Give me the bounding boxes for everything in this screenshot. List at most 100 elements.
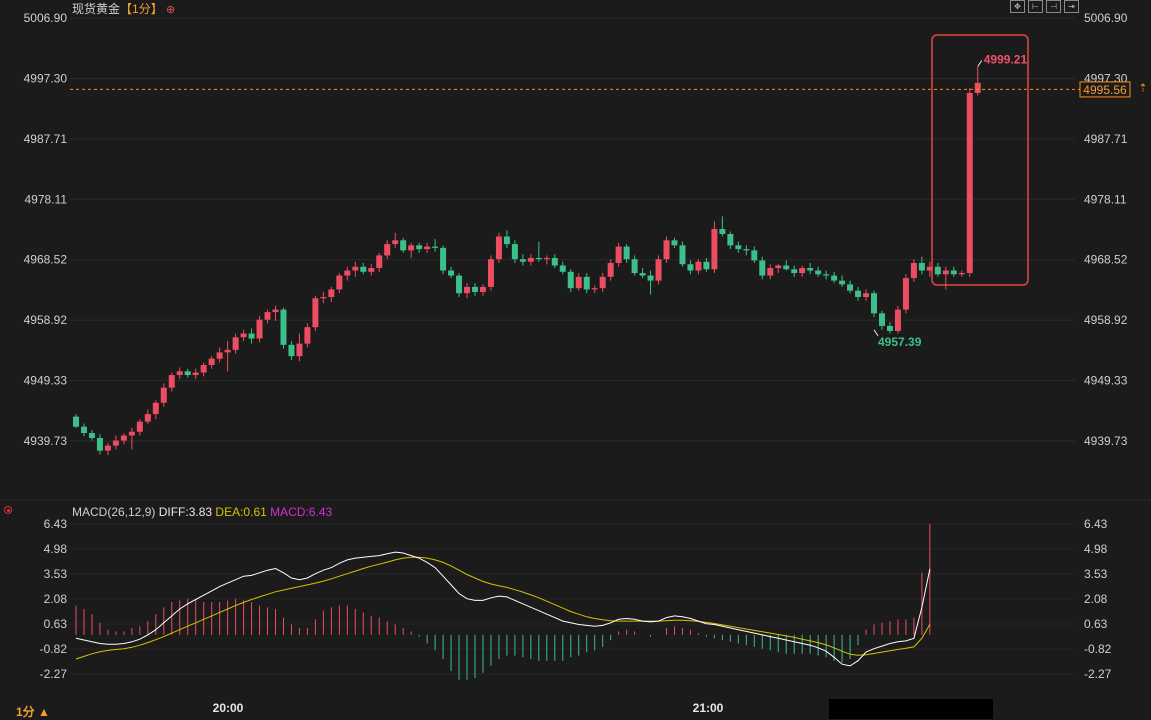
candle-body [839, 280, 846, 285]
candle-body [200, 364, 207, 373]
candle-body [591, 288, 598, 290]
candle-body [296, 343, 303, 357]
candle-body [735, 245, 742, 250]
zoom-in-icon[interactable]: ⊢ [1028, 0, 1043, 13]
time-label: 21:00 [693, 701, 724, 715]
candle-body [328, 289, 335, 297]
circle-plus-icon[interactable]: ⊕ [166, 4, 176, 16]
candle-body [791, 269, 798, 274]
candle-body [958, 273, 965, 275]
candle-body [152, 402, 159, 415]
candle-body [240, 333, 247, 338]
price-tick-right: 4949.33 [1084, 374, 1128, 388]
candle-body [551, 257, 558, 266]
candle-body [320, 296, 327, 299]
candle-body [176, 371, 183, 376]
high-price-label: 4999.21 [984, 52, 1028, 66]
candle-body [495, 236, 502, 260]
candle-body [344, 270, 351, 276]
price-tick-left: 4997.30 [24, 71, 68, 85]
price-tick-right: 4987.71 [1084, 132, 1128, 146]
candle-body [663, 240, 670, 260]
candle-body [631, 259, 638, 274]
candle-body [256, 319, 263, 339]
candle-body [950, 270, 957, 275]
macd-tick-left: 3.53 [44, 567, 68, 581]
candle-body [599, 276, 606, 289]
candle-body [615, 246, 622, 263]
candle-body [272, 309, 279, 313]
macd-tick-right: -2.27 [1084, 667, 1112, 681]
candle-body [719, 228, 726, 235]
zoom-out-icon[interactable]: ⊣ [1046, 0, 1061, 13]
candle-body [448, 270, 455, 276]
price-tick-left: 5006.90 [24, 11, 68, 25]
chart-header: 现货黄金【1分】 ⊕ [72, 0, 175, 17]
candle-body [695, 261, 702, 271]
candle-body [918, 262, 925, 271]
candle-body [224, 349, 231, 353]
high-marker-pointer [977, 60, 983, 67]
candle-body [208, 358, 215, 365]
candle-body [128, 431, 135, 436]
candle-body [472, 286, 478, 292]
last-price-tag [1079, 81, 1131, 98]
candle-body [144, 414, 151, 422]
candle-body [871, 293, 877, 314]
macd-tick-left: 0.63 [44, 617, 68, 631]
highlight-box [931, 34, 1029, 286]
macd-tick-left: 4.98 [44, 542, 68, 556]
chart-toolbar: ✥ ⊢ ⊣ ⇥ [1010, 0, 1079, 13]
period-button[interactable]: 1分 ▲ [16, 705, 50, 719]
candle-body [767, 268, 774, 276]
candle-body [886, 325, 893, 331]
candle-body [104, 445, 111, 451]
dea-line [75, 556, 931, 660]
candle-body [559, 265, 566, 272]
candle-body [408, 245, 415, 251]
candle-body [815, 270, 822, 275]
candle-body [392, 240, 399, 245]
candle-body [799, 268, 806, 274]
candle-body [647, 275, 654, 281]
candle-body [863, 293, 870, 297]
candle-body [503, 236, 510, 245]
candle-body [974, 82, 981, 93]
candle-body [926, 266, 933, 271]
scroll-end-icon[interactable]: ⇥ [1064, 0, 1079, 13]
candle-body [687, 264, 694, 271]
candle-body [248, 333, 255, 339]
macd-tick-right: 6.43 [1084, 517, 1108, 531]
price-tick-right: 4939.73 [1084, 434, 1128, 448]
candle-body [823, 274, 830, 276]
candle-body [304, 327, 311, 344]
candle-body [440, 247, 447, 271]
symbol-name: 现货黄金 [72, 2, 121, 16]
candle-body [264, 312, 271, 320]
candle-body [232, 337, 239, 350]
candle-body [376, 255, 383, 269]
macd-dea-label: DEA:0.61 [215, 505, 267, 519]
price-tick-left: 4958.92 [24, 313, 68, 327]
macd-indicator-icon[interactable] [4, 506, 12, 514]
candle-body [847, 284, 854, 291]
macd-tick-left: -0.82 [40, 642, 68, 656]
price-tick-left: 4987.71 [24, 132, 68, 146]
fit-icon[interactable]: ✥ [1010, 0, 1025, 13]
candle-body [910, 262, 917, 279]
candle-body [368, 268, 375, 272]
candle-body [639, 273, 646, 276]
candle-body [855, 290, 862, 297]
price-tick-left: 4939.73 [24, 434, 68, 448]
candle-body [511, 244, 518, 260]
candle-body [942, 270, 949, 275]
candle-body [136, 421, 143, 432]
price-tick-left: 4949.33 [24, 374, 68, 388]
candle-body [312, 298, 319, 328]
price-tick-left: 4978.11 [25, 192, 68, 206]
candle-body [519, 259, 526, 262]
time-label: 20:00 [213, 701, 244, 715]
candle-body [360, 266, 367, 272]
candle-body [73, 416, 79, 427]
